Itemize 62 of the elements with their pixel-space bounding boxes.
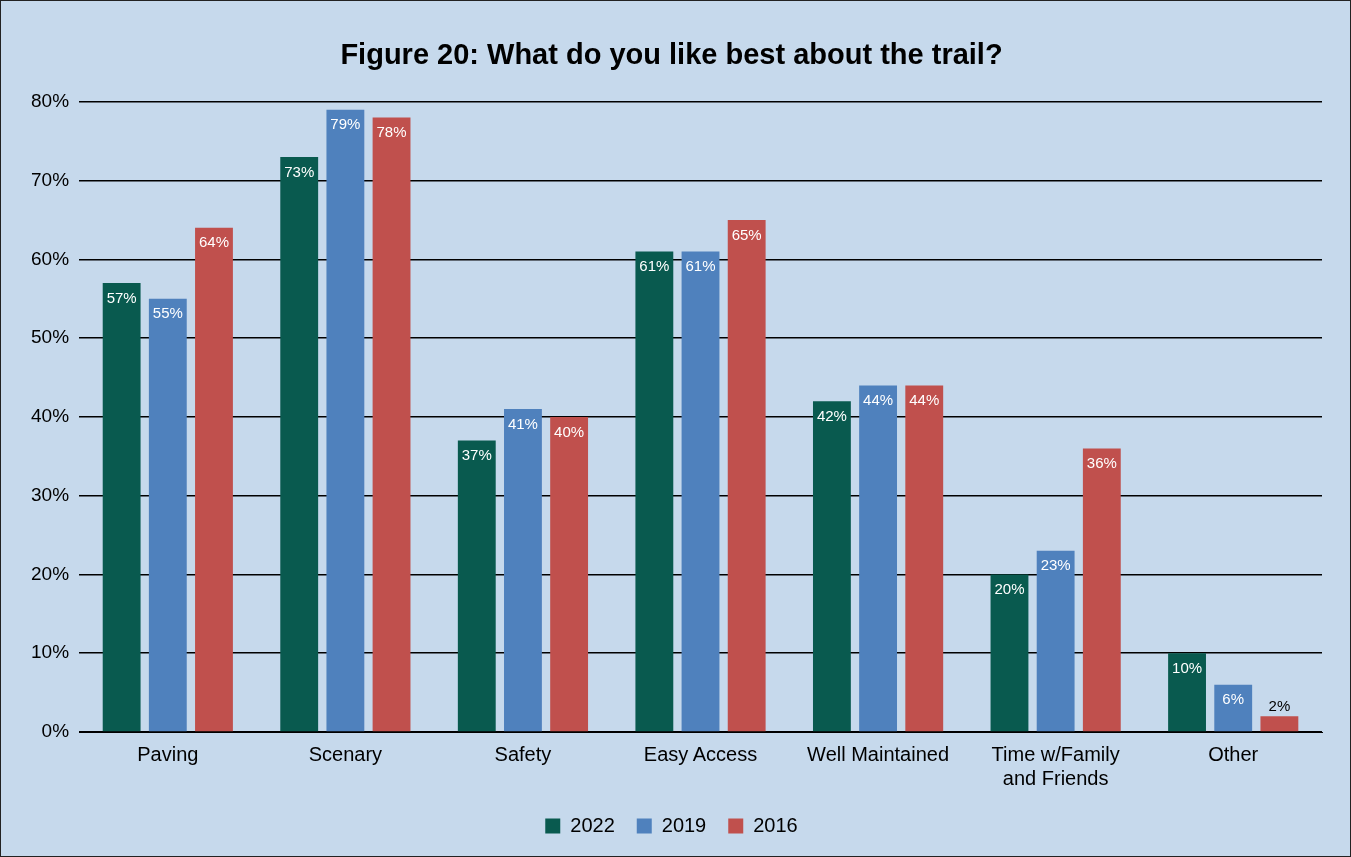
data-label: 44% — [909, 391, 940, 409]
bar — [102, 282, 141, 732]
legend-label: 2019 — [661, 813, 707, 836]
y-tick-label: 40% — [31, 405, 70, 427]
bar — [859, 385, 898, 732]
data-label: 42% — [816, 406, 847, 424]
bar — [1214, 684, 1253, 732]
data-label: 6% — [1222, 690, 1245, 708]
y-tick-label: 10% — [31, 641, 70, 663]
data-label: 41% — [507, 414, 538, 432]
data-label: 37% — [461, 446, 492, 464]
bar — [148, 298, 187, 732]
bar — [635, 251, 674, 732]
data-label: 55% — [152, 304, 183, 322]
y-tick-label: 50% — [31, 326, 70, 348]
x-tick-label: Easy Access — [643, 742, 758, 765]
data-label: 23% — [1040, 556, 1071, 574]
legend-label: 2022 — [570, 813, 615, 836]
y-tick-label: 20% — [31, 562, 70, 584]
bar — [727, 219, 766, 732]
legend-label: 2016 — [753, 813, 798, 836]
y-tick-label: 80% — [31, 90, 70, 112]
bar — [905, 385, 944, 732]
bar — [681, 251, 720, 732]
y-tick-label: 60% — [31, 247, 70, 269]
bar — [195, 227, 233, 732]
data-label: 40% — [554, 422, 585, 440]
bar — [457, 440, 496, 732]
chart-title: Figure 20: What do you like best about the trail? — [340, 38, 1003, 71]
bar — [812, 401, 851, 732]
data-label: 20% — [994, 580, 1025, 598]
data-label: 65% — [731, 225, 762, 243]
data-label: 36% — [1086, 454, 1117, 472]
y-tick-label: 0% — [41, 720, 70, 742]
y-tick-label: 70% — [31, 168, 70, 190]
bar — [1168, 653, 1206, 732]
x-tick-label: Well Maintained — [807, 742, 950, 765]
bar — [1260, 716, 1299, 732]
data-label: 57% — [106, 288, 137, 306]
data-label: 64% — [198, 233, 229, 251]
bar — [990, 574, 1029, 732]
data-label: 10% — [1172, 658, 1203, 676]
bar — [372, 117, 411, 732]
x-tick-label: Time w/Family and Friends — [991, 742, 1120, 789]
bar — [1036, 550, 1075, 732]
x-tick-label: Safety — [494, 742, 552, 765]
bar — [280, 156, 319, 732]
data-label: 73% — [284, 162, 315, 180]
data-label: 78% — [376, 123, 407, 141]
data-label: 44% — [863, 391, 894, 409]
data-label: 61% — [639, 257, 670, 275]
data-label: 2% — [1268, 696, 1291, 714]
bar — [1082, 448, 1121, 732]
x-tick-label: Other — [1208, 742, 1259, 765]
x-tick-label: Scenary — [308, 742, 383, 765]
bar — [504, 409, 542, 732]
y-tick-label: 30% — [31, 483, 70, 505]
bar — [326, 109, 365, 732]
bar — [550, 416, 589, 732]
data-label: 79% — [330, 115, 361, 133]
data-label: 61% — [685, 257, 716, 275]
x-tick-label: Paving — [137, 742, 199, 765]
